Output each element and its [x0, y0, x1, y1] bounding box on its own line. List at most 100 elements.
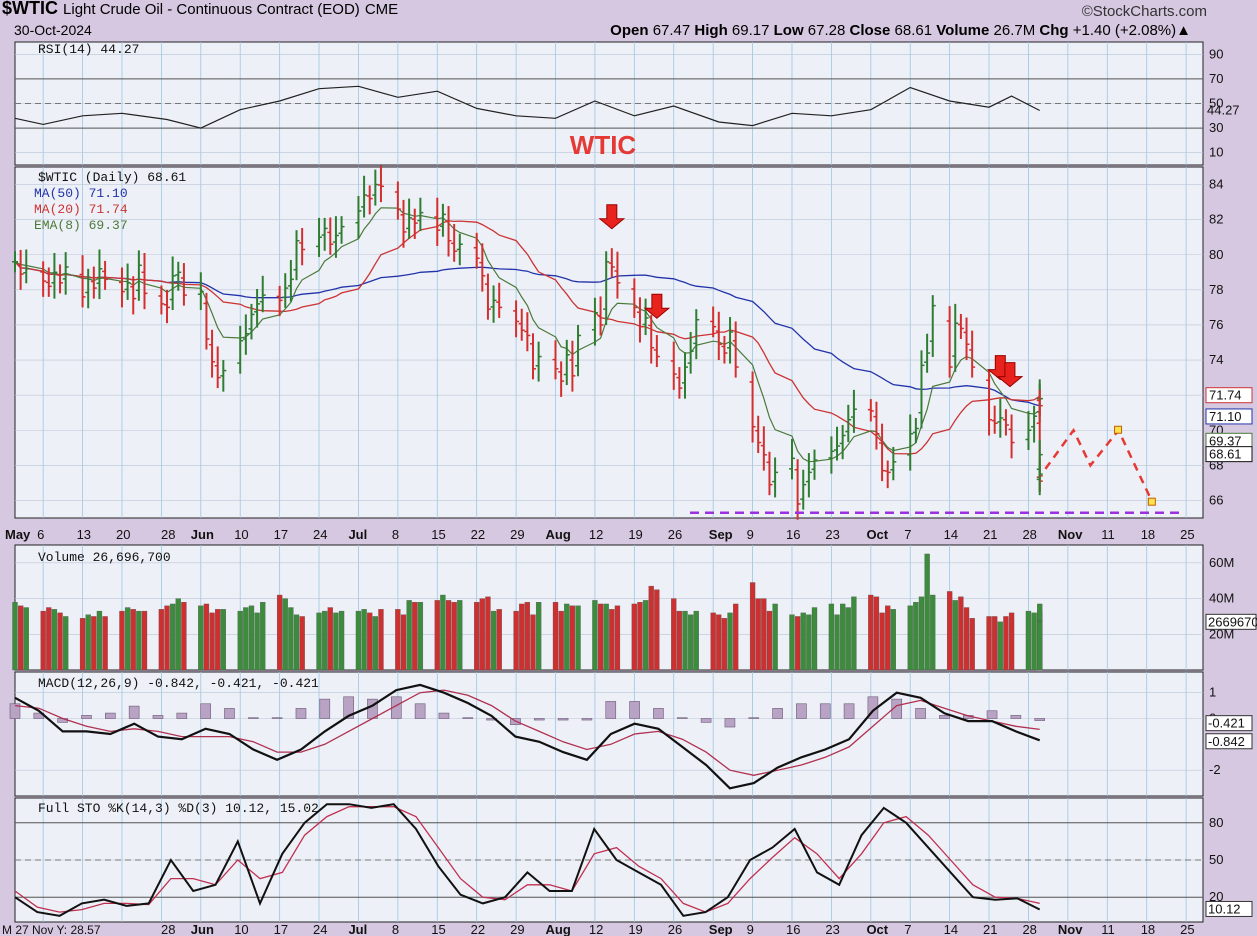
- y-tick-label: 66: [1209, 492, 1223, 507]
- bottom-tick-label: 28: [161, 922, 175, 936]
- legend-ma20: MA(20) 71.74: [34, 202, 128, 217]
- volume-bar: [1037, 622, 1043, 671]
- volume-bar: [913, 601, 919, 671]
- volume-bar: [51, 609, 58, 671]
- volume-bar: [220, 609, 226, 671]
- volume-bar: [102, 616, 108, 671]
- volume-label: Volume 26,696,700: [38, 550, 171, 565]
- y-tick-label: 76: [1209, 317, 1223, 332]
- volume-bar: [564, 603, 570, 671]
- volume-bar: [136, 610, 142, 671]
- volume-bar: [164, 605, 170, 671]
- value-tag: [1205, 387, 1253, 404]
- volume-bar: [17, 605, 24, 671]
- volume-bar: [648, 585, 654, 671]
- volume-bar: [91, 616, 97, 671]
- volume-bar: [609, 609, 615, 671]
- x-tick-label: 11: [1101, 527, 1115, 542]
- chart-header: $WTIC Light Crude Oil - Continuous Contr…: [0, 0, 1257, 40]
- rsi-label: RSI(14) 44.27: [38, 42, 139, 57]
- volume-bar: [361, 609, 367, 671]
- macd-histogram-bar: [796, 703, 807, 719]
- volume-last-label: 26696700: [1208, 614, 1257, 629]
- volume-bar: [930, 594, 936, 671]
- bottom-tick-label: Jul: [348, 922, 367, 936]
- open-label: Open: [610, 22, 649, 39]
- volume-bar: [654, 589, 660, 671]
- x-tick-label: 12: [589, 527, 603, 542]
- volume-bar: [479, 598, 485, 671]
- macd-histogram-bar: [939, 715, 950, 719]
- volume-bar: [761, 598, 767, 671]
- volume-bar: [963, 607, 970, 671]
- volume-bar: [907, 605, 913, 671]
- volume-bar: [524, 601, 531, 671]
- y-tick-label: 74: [1209, 352, 1223, 367]
- volume-bar: [79, 618, 86, 671]
- macd-histogram-bar: [81, 715, 92, 719]
- wtic-annotation: WTIC: [570, 130, 637, 160]
- volume-bar: [710, 612, 716, 671]
- volume-bar: [794, 616, 801, 671]
- y-tick-label: 80: [1209, 815, 1223, 830]
- macd-histogram-bar: [724, 718, 736, 728]
- x-tick-label: Sep: [709, 527, 733, 542]
- volume-bar: [716, 614, 722, 671]
- volume-bar: [169, 603, 176, 671]
- x-tick-label: 6: [37, 527, 44, 542]
- volume-bar: [924, 553, 930, 671]
- sell-arrow-icon: [598, 204, 626, 230]
- volume-bar: [918, 596, 925, 671]
- bottom-tick-label: 18: [1141, 922, 1155, 936]
- volume-bar: [57, 612, 63, 671]
- volume-bar: [406, 600, 412, 671]
- volume-bar: [946, 591, 953, 671]
- y-tick-label: 50: [1209, 852, 1223, 867]
- x-tick-label: 10: [234, 527, 248, 542]
- close-label: Close: [849, 22, 891, 39]
- volume-bar: [952, 600, 958, 671]
- volume-bar: [519, 603, 525, 671]
- volume-bar: [873, 596, 880, 671]
- x-tick-label: 28: [1022, 527, 1036, 542]
- volume-bar: [592, 600, 598, 671]
- volume-bar: [879, 612, 885, 671]
- volume-bar: [485, 596, 491, 671]
- volume-bar: [299, 616, 305, 671]
- volume-bar: [203, 603, 210, 671]
- volume-bar: [282, 598, 288, 671]
- bottom-tick-label: 9: [747, 922, 754, 936]
- volume-bar: [749, 582, 756, 671]
- volume-bar: [288, 607, 294, 671]
- forecast-point: [1147, 497, 1156, 506]
- volume-value: 26.7M: [993, 22, 1036, 39]
- bottom-tick-label: Oct: [866, 922, 888, 936]
- x-tick-label: 21: [983, 527, 997, 542]
- sell-arrow-icon: [643, 293, 671, 319]
- volume-bar: [198, 605, 204, 671]
- bottom-tick-label: 15: [431, 922, 445, 936]
- bottom-tick-label: 10: [234, 922, 248, 936]
- y-tick-label: 20M: [1209, 626, 1234, 641]
- volume-bar: [811, 607, 818, 671]
- bottom-tick-label: 21: [983, 922, 997, 936]
- volume-bar: [372, 616, 378, 671]
- chg-label: Chg: [1039, 22, 1069, 39]
- volume-bar: [1031, 612, 1037, 671]
- x-tick-label: 22: [471, 527, 485, 542]
- forecast-point: [1114, 425, 1123, 434]
- x-tick-label: 9: [747, 527, 754, 542]
- bottom-tick-label: 25: [1180, 922, 1194, 936]
- rsi-line: [14, 85, 1040, 129]
- y-tick-label: 78: [1209, 282, 1223, 297]
- x-tick-label: 15: [431, 527, 445, 542]
- volume-bar: [693, 610, 699, 671]
- macd-line: [14, 683, 1041, 790]
- volume-bar: [96, 610, 103, 671]
- value-tag: [1205, 446, 1253, 463]
- volume-bar: [457, 600, 463, 671]
- volume-bar: [1008, 612, 1015, 671]
- volume-bar: [597, 603, 604, 671]
- sto-last-label: 10.12: [1208, 901, 1241, 916]
- volume-bar: [260, 601, 266, 671]
